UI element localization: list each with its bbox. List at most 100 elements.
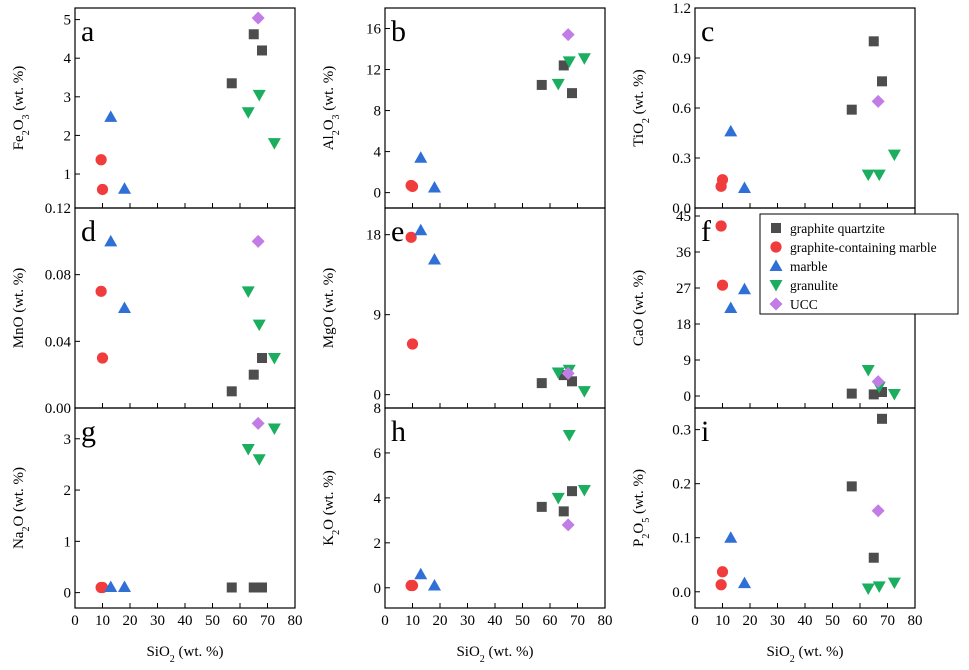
point-ucc xyxy=(251,11,265,25)
legend-marker-ucc xyxy=(769,297,783,311)
y-axis-label: P2O5 (wt. %) xyxy=(631,469,652,547)
panel-letter: g xyxy=(81,415,96,448)
x-tick-label: 70 xyxy=(260,613,275,629)
x-tick-label: 40 xyxy=(798,613,813,629)
y-tick-label: 27 xyxy=(676,281,692,297)
y-tick-label: 8 xyxy=(374,401,382,417)
point-graphite-quartzite xyxy=(846,481,857,492)
point-marble xyxy=(118,301,131,313)
x-axis-label: SiO2 (wt. %) xyxy=(766,644,843,665)
x-tick-label: 50 xyxy=(825,613,840,629)
y-tick-label: 0.6 xyxy=(672,101,691,117)
point-marble xyxy=(414,567,428,580)
point-marble xyxy=(724,124,738,137)
x-tick-label: 40 xyxy=(178,613,193,629)
x-tick-label: 70 xyxy=(880,613,895,629)
panel-b: b 0 4 8 12 16 Al2O3 (wt. %) xyxy=(321,7,606,209)
panel-letter: d xyxy=(81,215,96,248)
point-granulite xyxy=(872,169,886,182)
point-granulite xyxy=(562,56,576,68)
y-tick-label: 4 xyxy=(64,51,72,67)
panel-letter: b xyxy=(391,15,406,48)
x-tick-label: 30 xyxy=(460,613,475,629)
point-graphite-quartzite xyxy=(868,389,879,400)
point-granulite xyxy=(562,429,576,442)
panel-c: c 0.0 0.3 0.6 0.9 1.2 TiO2 (wt. %) xyxy=(631,1,916,217)
point-graphite-containing-marble xyxy=(716,279,729,291)
x-tick-label: 50 xyxy=(205,613,220,629)
legend-entry-graphite-quartzite: graphite quartzite xyxy=(790,221,885,236)
point-graphite-quartzite xyxy=(248,369,259,380)
x-tick-label: 10 xyxy=(715,613,730,629)
x-tick-label: 10 xyxy=(405,613,420,629)
point-graphite-containing-marble xyxy=(96,352,109,364)
x-tick-label: 0 xyxy=(691,613,699,629)
y-axis-label: MgO (wt. %) xyxy=(321,268,337,348)
y-tick-label: 2 xyxy=(374,536,382,552)
point-granulite xyxy=(551,78,565,91)
point-graphite-quartzite xyxy=(257,582,267,593)
point-granulite xyxy=(267,138,281,150)
point-graphite-quartzite xyxy=(248,582,259,593)
legend-entry-marble: marble xyxy=(790,259,827,274)
x-tick-label: 80 xyxy=(288,613,303,629)
y-axis-label: Al2O3 (wt. %) xyxy=(321,66,342,151)
y-tick-label: 0.0 xyxy=(672,201,691,217)
point-graphite-containing-marble xyxy=(405,231,417,243)
y-tick-label: 0.9 xyxy=(672,51,691,67)
point-graphite-quartzite xyxy=(226,582,237,593)
point-ucc xyxy=(251,416,265,430)
panel-letter: e xyxy=(391,215,404,248)
point-graphite-containing-marble xyxy=(716,174,729,186)
y-tick-label: 0.2 xyxy=(672,477,691,493)
y-tick-label: 1 xyxy=(64,167,72,183)
point-marble xyxy=(738,181,751,193)
y-tick-label: 5 xyxy=(64,13,72,29)
y-tick-label: 6 xyxy=(374,446,382,462)
y-tick-label: 2 xyxy=(64,483,72,499)
point-granulite xyxy=(241,107,255,119)
point-graphite-containing-marble xyxy=(96,183,109,196)
y-tick-label: 16 xyxy=(366,22,382,38)
panel-letter: a xyxy=(81,15,94,48)
point-graphite-quartzite xyxy=(567,88,577,99)
point-granulite xyxy=(577,53,591,65)
point-granulite xyxy=(252,319,266,332)
point-ucc xyxy=(871,375,885,389)
point-ucc xyxy=(561,518,575,532)
y-tick-label: 12 xyxy=(366,63,381,79)
y-tick-label: 4 xyxy=(374,491,382,507)
x-axis-label: SiO2 (wt. %) xyxy=(146,644,223,665)
point-graphite-quartzite xyxy=(567,376,577,387)
point-graphite-quartzite xyxy=(558,506,569,517)
y-tick-label: 0 xyxy=(374,388,382,404)
point-granulite xyxy=(887,389,901,401)
point-granulite xyxy=(577,386,591,398)
legend-entry-graphite-containing-marble: graphite-containing marble xyxy=(790,240,937,255)
x-tick-label: 60 xyxy=(543,613,558,629)
panel-frame xyxy=(74,207,296,409)
y-tick-label: 3 xyxy=(64,90,72,106)
point-granulite xyxy=(267,423,281,436)
y-axis-label: CaO (wt. %) xyxy=(631,270,647,346)
y-tick-label: 0.12 xyxy=(45,201,71,217)
y-tick-label: 9 xyxy=(684,353,692,369)
point-marble xyxy=(724,301,738,313)
x-tick-label: 80 xyxy=(908,613,923,629)
point-marble xyxy=(428,180,441,193)
point-graphite-quartzite xyxy=(257,353,267,363)
point-graphite-containing-marble xyxy=(406,579,419,592)
point-graphite-quartzite xyxy=(868,36,879,47)
panel-frame xyxy=(74,7,296,209)
point-granulite xyxy=(551,367,565,379)
point-granulite xyxy=(861,169,875,182)
point-graphite-quartzite xyxy=(558,60,569,71)
point-marble xyxy=(428,579,441,591)
y-tick-label: 4 xyxy=(374,145,382,161)
point-granulite xyxy=(872,581,886,593)
point-marble xyxy=(104,234,118,247)
y-tick-label: 0 xyxy=(374,581,382,597)
point-granulite xyxy=(252,89,266,102)
y-tick-label: 0 xyxy=(684,389,692,405)
